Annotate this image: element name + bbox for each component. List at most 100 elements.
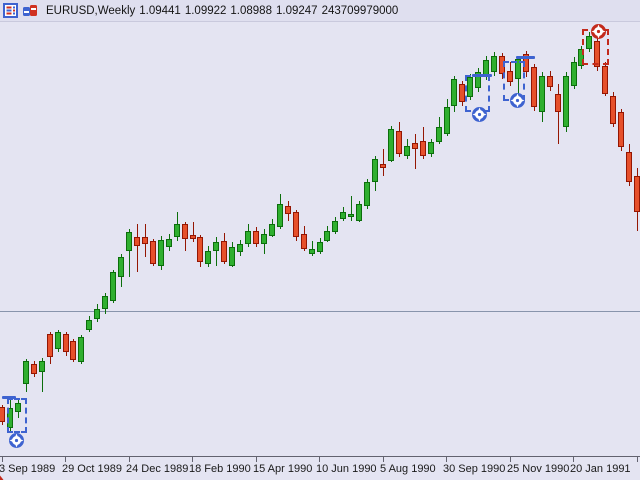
axis-tick — [65, 457, 66, 462]
candle-body — [166, 239, 172, 247]
axis-label: 15 Apr 1990 — [253, 463, 313, 475]
candle-body — [602, 66, 608, 94]
price-segment[interactable] — [472, 74, 492, 77]
cycle-arrows-icon[interactable] — [590, 23, 607, 40]
candle-body — [618, 112, 624, 147]
quote-low: 1.08988 — [230, 4, 272, 17]
candle-body — [420, 141, 426, 156]
candle-body — [134, 237, 140, 246]
candle-body — [253, 231, 259, 244]
axis-tick — [192, 457, 193, 462]
axis-tick — [383, 457, 384, 462]
chart-list-icon[interactable] — [3, 3, 19, 18]
candle-body — [31, 364, 37, 374]
candle-body — [94, 309, 100, 319]
candle-body — [586, 36, 592, 49]
candle-body — [348, 214, 354, 217]
candle-body — [63, 334, 69, 352]
axis-label: 30 Sep 1990 — [443, 463, 506, 475]
candle-body — [436, 127, 442, 142]
candle-body — [293, 212, 299, 237]
quote-open: 1.09441 — [139, 4, 181, 17]
candle-body — [356, 204, 362, 221]
symbol-timeframe: EURUSD,Weekly — [46, 4, 136, 17]
axis-tick — [2, 457, 3, 462]
candle-body — [507, 71, 513, 82]
candle-wick — [558, 84, 559, 144]
candle-body — [15, 403, 21, 412]
candle-body — [634, 176, 640, 212]
candle-body — [467, 77, 473, 97]
candle-wick — [129, 229, 130, 277]
candle-body — [190, 235, 196, 239]
candle-body — [229, 247, 235, 266]
candle-body — [55, 332, 61, 349]
candle-wick — [137, 224, 138, 272]
candle-body — [324, 231, 330, 241]
candle-body — [380, 164, 386, 168]
candle-body — [563, 76, 569, 127]
candle-body — [547, 76, 553, 87]
chart-bars-icon[interactable] — [22, 3, 38, 18]
candle-body — [301, 234, 307, 249]
candle-wick — [415, 134, 416, 169]
candle-body — [245, 231, 251, 244]
candle-body — [451, 79, 457, 106]
axis-tick — [446, 457, 447, 462]
candle-body — [388, 129, 394, 161]
axis-tick — [129, 457, 130, 462]
candle-body — [610, 96, 616, 124]
candle-body — [150, 241, 156, 264]
candle-body — [197, 237, 203, 262]
candle-body — [531, 67, 537, 107]
candle-body — [364, 182, 370, 206]
candle-body — [539, 76, 545, 112]
candle-body — [118, 257, 124, 277]
price-segment[interactable] — [516, 56, 535, 59]
axis-label: 29 Oct 1989 — [62, 463, 122, 475]
candle-body — [23, 361, 29, 384]
quote-high: 1.09922 — [184, 4, 227, 17]
candle-body — [332, 221, 338, 232]
candle-body — [571, 62, 577, 86]
axis-label: 25 Nov 1990 — [507, 463, 570, 475]
candle-body — [174, 224, 180, 237]
candle-body — [515, 59, 521, 79]
axis-tick — [510, 457, 511, 462]
candle-body — [317, 242, 323, 252]
candle-body — [158, 240, 164, 266]
candle-body — [205, 251, 211, 264]
candle-body — [444, 107, 450, 134]
candle-wick — [193, 222, 194, 242]
candle-body — [309, 249, 315, 254]
axis-label: 3 Sep 1989 — [0, 463, 56, 475]
candle-body — [237, 244, 243, 252]
candle-body — [285, 206, 291, 214]
candle-wick — [351, 196, 352, 221]
cycle-arrows-icon[interactable] — [471, 106, 488, 123]
axis-tick — [256, 457, 257, 462]
axis-tick — [637, 457, 638, 462]
cycle-arrows-icon[interactable] — [509, 92, 526, 109]
signal-box[interactable] — [7, 398, 27, 433]
candle-body — [221, 241, 227, 262]
candle-body — [102, 296, 108, 309]
axis-tick — [319, 457, 320, 462]
axis-label: 18 Feb 1990 — [189, 463, 251, 475]
cycle-arrows-icon[interactable] — [8, 432, 25, 449]
candle-body — [261, 234, 267, 244]
candle-body — [475, 72, 481, 88]
axis-label: 10 Jun 1990 — [316, 463, 377, 475]
candle-body — [277, 204, 283, 227]
price-segment[interactable] — [2, 396, 16, 399]
candle-body — [126, 232, 132, 251]
candle-body — [86, 320, 92, 330]
candle-body — [142, 237, 148, 244]
quote-volume: 243709979000 — [321, 4, 399, 17]
chart-title: EURUSD,Weekly 1.09441 1.09922 1.08988 1.0924… — [46, 5, 402, 17]
axis-label: 20 Jan 1991 — [570, 463, 631, 475]
candle-wick — [383, 149, 384, 176]
horizontal-level-line[interactable] — [0, 311, 640, 312]
candle-body — [396, 131, 402, 154]
